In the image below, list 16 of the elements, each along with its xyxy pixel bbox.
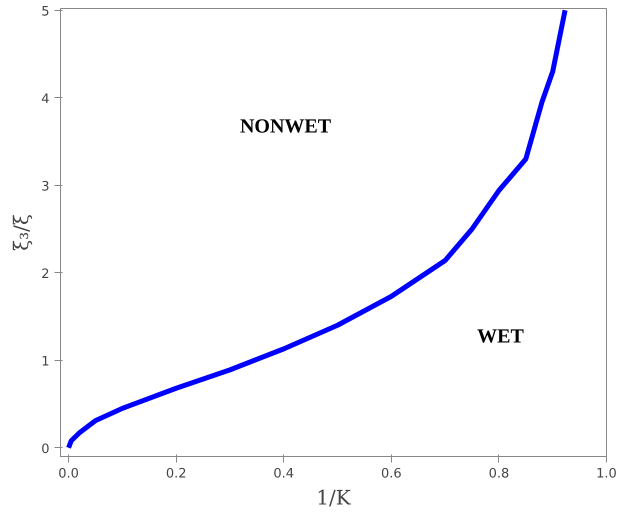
y-tick-label: 1 xyxy=(41,354,50,370)
x-tick-label: 0.6 xyxy=(380,466,402,482)
x-tick-label: 0.8 xyxy=(488,466,510,482)
x-tick-label: 1.0 xyxy=(596,466,617,482)
y-tick-label: 5 xyxy=(41,4,50,20)
x-tick-label: 0.0 xyxy=(58,466,79,482)
annotation: NONWET xyxy=(240,116,332,138)
y-tick-label: 3 xyxy=(41,179,50,194)
x-tick-label: 0.4 xyxy=(273,466,294,482)
y-tick-label: 0 xyxy=(41,442,50,457)
y-tick-label: 2 xyxy=(41,266,50,282)
annotation: WET xyxy=(477,326,524,348)
x-axis-title: 1/K xyxy=(316,486,352,510)
y-tick-label: 4 xyxy=(41,92,50,107)
y-axis-title: ξ₃/ξ xyxy=(9,214,34,251)
x-tick-label: 0.2 xyxy=(166,466,187,482)
